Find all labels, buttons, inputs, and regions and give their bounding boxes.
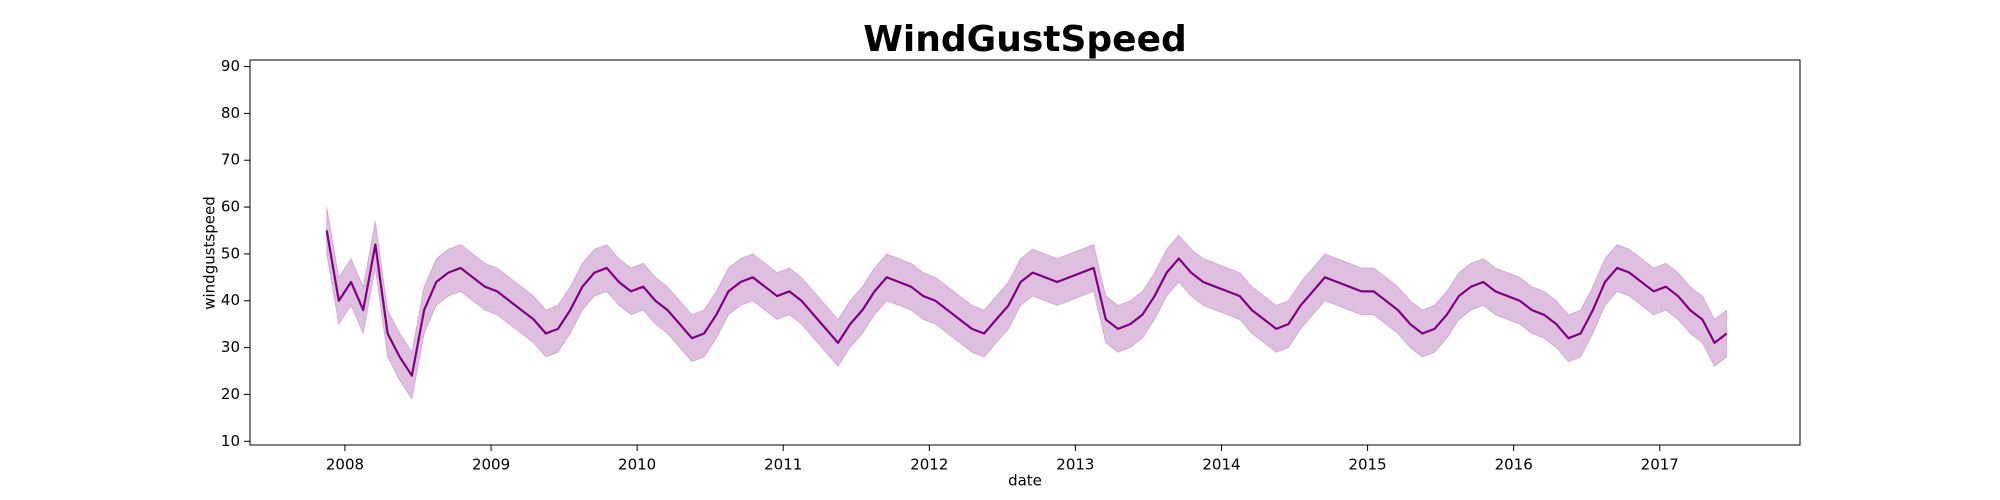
confidence-band (326, 206, 1728, 401)
x-tick-label: 2012 (910, 456, 948, 474)
x-tick-label: 2010 (618, 456, 656, 474)
y-tick-label: 80 (221, 104, 240, 122)
x-tick-label: 2013 (1056, 456, 1094, 474)
plot-frame (249, 59, 1801, 446)
y-tick-label: 70 (221, 151, 240, 169)
y-tick-label: 60 (221, 198, 240, 216)
y-tick-label: 20 (221, 385, 240, 403)
y-axis-label: windgustspeed (201, 196, 219, 310)
x-tick-label: 2015 (1348, 456, 1386, 474)
x-tick-label: 2009 (472, 456, 510, 474)
x-tick-label: 2008 (326, 456, 364, 474)
x-tick-label: 2014 (1202, 456, 1240, 474)
y-tick-label: 30 (221, 338, 240, 356)
x-tick-label: 2011 (764, 456, 802, 474)
chart-title: WindGustSpeed (863, 19, 1187, 60)
data-line (325, 230, 1728, 377)
x-axis-label: date (1008, 472, 1042, 490)
y-tick-label: 50 (221, 244, 240, 262)
x-tick-label: 2017 (1641, 456, 1679, 474)
y-tick-label: 40 (221, 291, 240, 309)
y-tick-label: 10 (221, 432, 240, 450)
y-tick-label: 90 (221, 57, 240, 75)
x-tick-label: 2016 (1495, 456, 1533, 474)
